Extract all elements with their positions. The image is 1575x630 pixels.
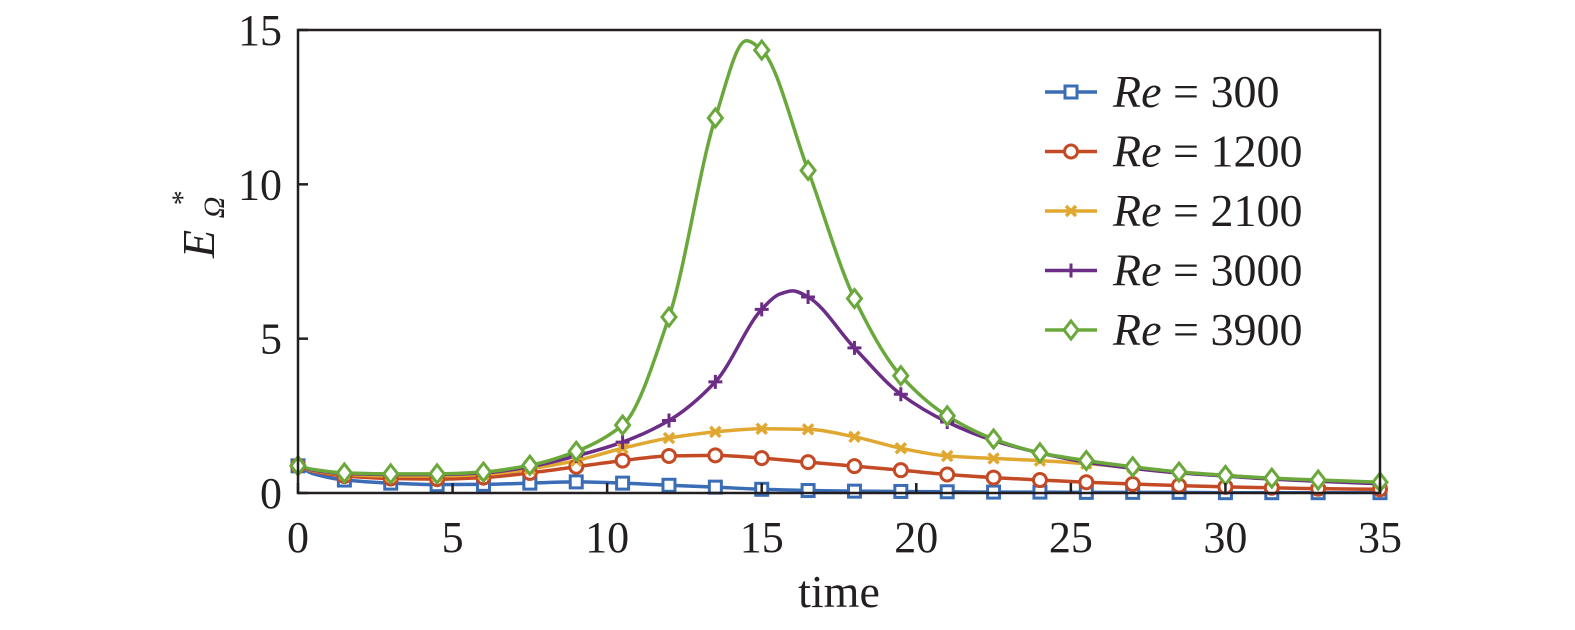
series-4-point xyxy=(799,158,817,182)
x-axis-label: time xyxy=(798,566,880,617)
series-1-point xyxy=(1124,476,1141,493)
x-tick-label: 30 xyxy=(1203,513,1247,562)
series-0-point xyxy=(661,477,677,493)
series-4-point xyxy=(938,404,957,428)
series-4-point xyxy=(984,427,1003,451)
legend-value: = 2100 xyxy=(1162,185,1303,236)
legend-value: = 3900 xyxy=(1162,304,1303,355)
legend-entry-0: Re = 300 xyxy=(1112,66,1279,117)
series-4-point xyxy=(1309,468,1328,492)
series-4-point xyxy=(1077,449,1096,473)
series-4-point xyxy=(706,106,725,130)
series-1-point xyxy=(660,447,677,464)
series-2-point xyxy=(709,425,722,439)
series-0-point xyxy=(568,474,584,490)
series-3-point xyxy=(708,374,723,389)
x-tick-label: 35 xyxy=(1358,513,1402,562)
y-axis-label-main: E xyxy=(173,230,224,259)
legend-var: Re xyxy=(1112,126,1162,177)
series-2-point xyxy=(755,422,768,436)
legend-var: Re xyxy=(1112,245,1162,296)
legend-var: Re xyxy=(1112,185,1162,236)
series-4-point xyxy=(567,439,586,463)
legend-marker xyxy=(1064,263,1078,278)
series-4-point xyxy=(891,364,910,388)
plot-frame xyxy=(296,28,1382,495)
series-1-point xyxy=(892,462,909,479)
legend-entry-1: Re = 1200 xyxy=(1112,126,1302,177)
legend-marker xyxy=(1062,318,1080,342)
y-tick-label: 5 xyxy=(260,315,282,364)
series-0-point xyxy=(800,483,816,499)
series-4-point xyxy=(428,462,447,486)
legend-var: Re xyxy=(1112,66,1162,117)
legend-value: = 1200 xyxy=(1162,126,1303,177)
y-axis-label: E Ω * xyxy=(166,185,234,259)
series-3-point xyxy=(801,289,816,304)
x-tick-label: 5 xyxy=(442,513,464,562)
legend-marker xyxy=(1064,204,1078,218)
series-2-point xyxy=(662,431,676,445)
series-1-point xyxy=(846,458,863,475)
series-2-point xyxy=(801,423,815,436)
series-1-point xyxy=(800,454,817,471)
legend-marker xyxy=(1063,84,1079,100)
y-axis-label-sub: Ω xyxy=(198,197,231,219)
series-4-point xyxy=(613,413,632,437)
series-1-point xyxy=(1031,472,1048,489)
x-tick-label: 15 xyxy=(740,513,784,562)
y-tick-label: 15 xyxy=(238,6,282,55)
y-axis-label-sup: * xyxy=(166,190,199,205)
series-1-point xyxy=(985,469,1002,486)
series-3-point xyxy=(847,340,862,355)
y-tick-label: 0 xyxy=(260,469,282,518)
legend-entry-2: Re = 2100 xyxy=(1112,185,1302,236)
series-3-point xyxy=(893,387,908,402)
series-4-point xyxy=(1031,441,1049,465)
series-1-point xyxy=(614,452,631,469)
x-tick-label: 10 xyxy=(585,513,629,562)
series-4-point xyxy=(660,305,678,329)
series-2-point xyxy=(987,452,1000,465)
x-tick-label: 0 xyxy=(287,513,309,562)
series-3-point xyxy=(661,413,676,428)
series-1-point xyxy=(753,450,770,467)
series-0-point xyxy=(615,475,631,491)
series-4-point xyxy=(752,38,771,62)
legend-value: = 300 xyxy=(1162,66,1280,117)
series-line-4 xyxy=(298,39,1380,484)
series-4-point xyxy=(381,462,400,486)
series-4-point xyxy=(1262,466,1281,490)
series-0-point xyxy=(846,483,862,499)
series-2-point xyxy=(894,442,908,455)
series-4-point xyxy=(474,460,493,484)
series-4-point xyxy=(845,287,864,310)
series-4-point xyxy=(1170,460,1188,484)
series-1-point xyxy=(707,447,724,464)
legend-marker xyxy=(1063,143,1079,160)
x-tick-label: 20 xyxy=(894,513,938,562)
series-3-point xyxy=(754,302,769,317)
legend-entry-4: Re = 3900 xyxy=(1112,304,1302,355)
series-0-point xyxy=(707,479,723,495)
series-1-point xyxy=(1078,474,1095,491)
legend-entry-3: Re = 3000 xyxy=(1112,245,1302,296)
series-4-point xyxy=(335,461,354,485)
svg-text:E Ω *: E Ω * xyxy=(166,185,234,259)
series-2-point xyxy=(848,430,861,444)
tick-layer: 0 5 10 15 20 25 30 35 0 5 10 15 xyxy=(238,6,1402,562)
x-tick-label: 25 xyxy=(1049,513,1093,562)
y-tick-label: 10 xyxy=(238,160,282,209)
series-2-point xyxy=(940,449,954,463)
series-0-point xyxy=(893,483,909,499)
series-1-point xyxy=(939,466,956,483)
legend-value: = 3000 xyxy=(1162,245,1303,296)
legend-var: Re xyxy=(1112,304,1162,355)
series-3-point xyxy=(615,435,630,450)
series-4-point xyxy=(520,453,539,477)
series-4-point xyxy=(1123,455,1142,479)
